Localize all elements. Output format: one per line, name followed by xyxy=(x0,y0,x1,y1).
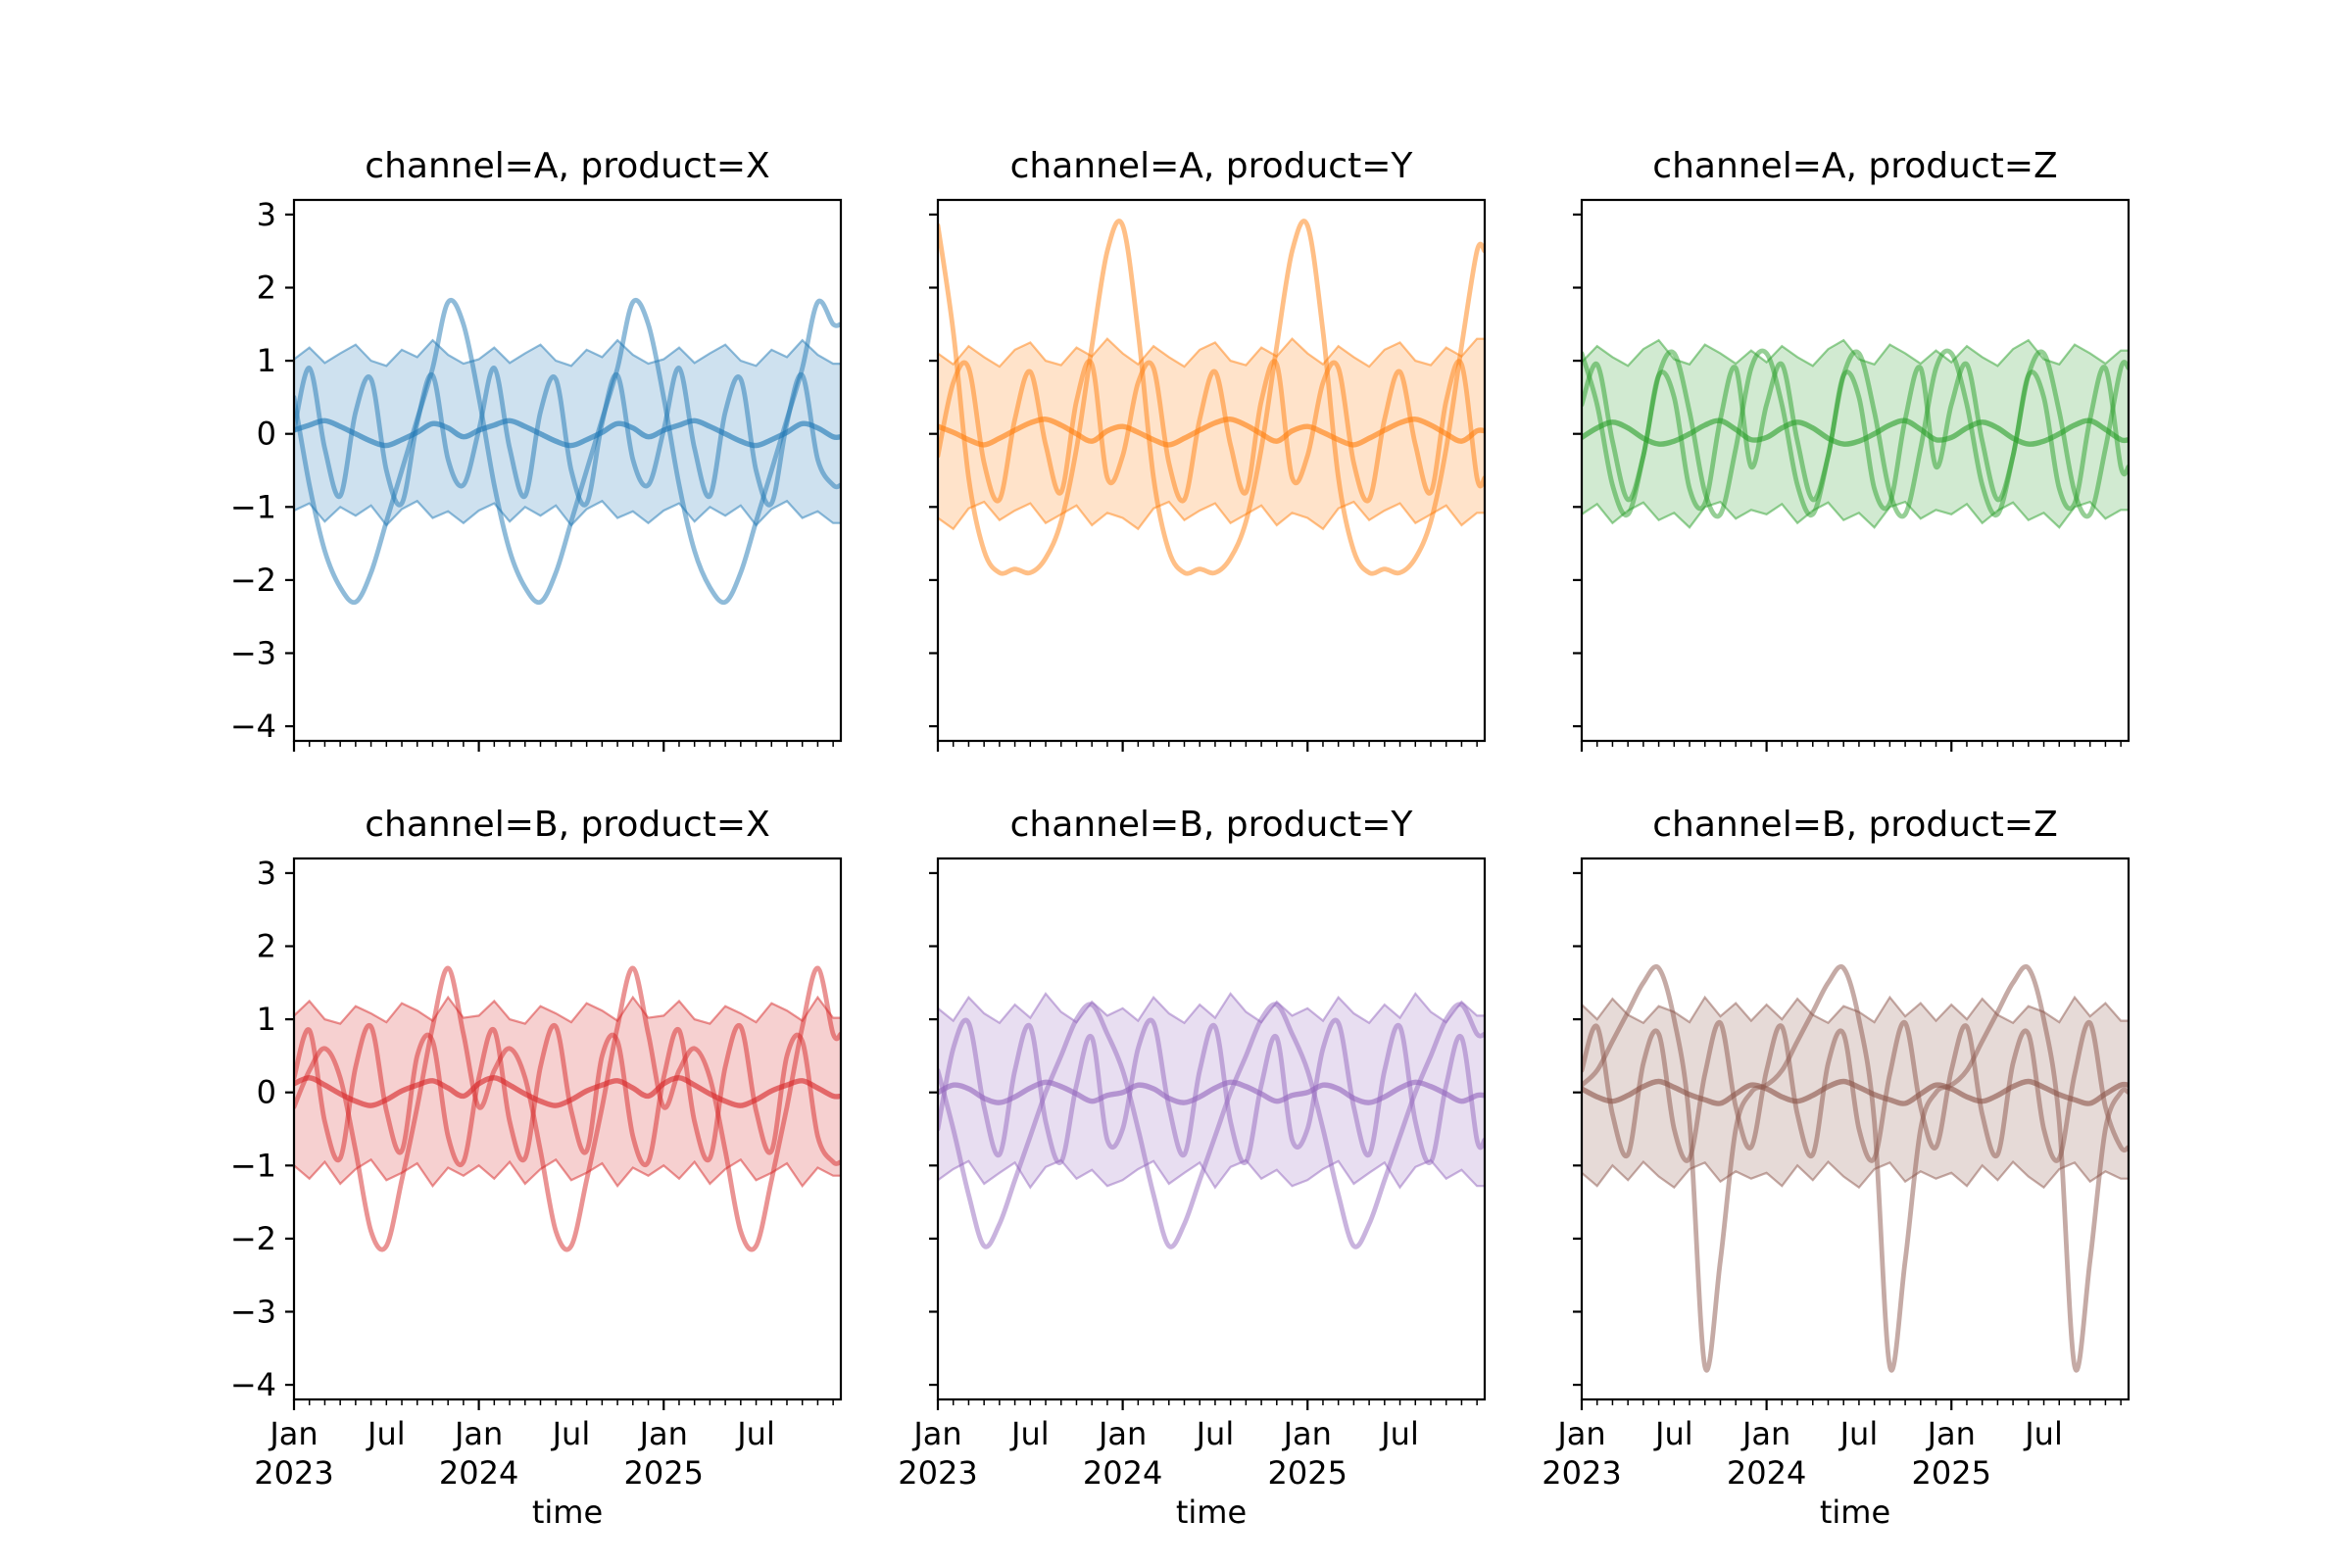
subplot-title: channel=B, product=X xyxy=(365,805,770,845)
y-tick-label: 1 xyxy=(257,342,276,379)
y-tick-label: −2 xyxy=(230,562,276,599)
plot-area-channel-A-product-Y xyxy=(929,198,1487,752)
series-uncertainty-band xyxy=(938,338,1485,529)
series-mean-line xyxy=(1582,417,2129,447)
series-mean-line xyxy=(1582,1078,2129,1106)
x-tick-label: Jan xyxy=(453,1415,503,1452)
x-axis-label: time xyxy=(1175,1494,1248,1531)
x-tick-year-label: 2023 xyxy=(1542,1454,1621,1492)
x-tick-year-label: 2023 xyxy=(898,1454,977,1492)
x-tick-label: Jan xyxy=(1555,1415,1605,1452)
series-uncertainty-band xyxy=(1582,340,2129,528)
x-tick-label: Jul xyxy=(2023,1415,2063,1452)
x-tick-label: Jul xyxy=(1653,1415,1693,1452)
series-band-upper-edge xyxy=(294,338,841,368)
y-tick-label: −3 xyxy=(230,1293,276,1330)
axes-frame xyxy=(1580,198,2131,743)
y-tick-label: 0 xyxy=(257,416,276,453)
y-tick-label: −4 xyxy=(230,1366,276,1403)
series-band-lower-edge xyxy=(1582,500,2129,529)
x-tick-label: Jul xyxy=(551,1415,591,1452)
plot-area-channel-A-product-X: 3 2 1 0 −1 −2 −3 −4 xyxy=(230,196,843,752)
series-band-lower-edge xyxy=(294,1157,841,1189)
subplot-title: channel=A, product=Z xyxy=(1652,146,2058,186)
y-tick-label: −1 xyxy=(230,1147,276,1184)
subplot-title: channel=A, product=Y xyxy=(1009,146,1413,186)
x-tick-label: Jul xyxy=(1009,1415,1050,1452)
x-tick-label: Jan xyxy=(1282,1415,1332,1452)
x-axis-label: time xyxy=(1819,1494,1891,1531)
axes-frame xyxy=(292,857,843,1401)
y-tick-label: 3 xyxy=(257,855,276,892)
subplot-title: channel=B, product=Y xyxy=(1009,805,1413,845)
series-seasonal-line xyxy=(938,1002,1485,1250)
subplot-channel-A-product-Z: channel=A, product=Z xyxy=(1573,147,2131,752)
series-band-lower-edge xyxy=(938,500,1485,531)
axes-frame xyxy=(292,198,843,743)
subplot-channel-B-product-Z: channel=B, product=Z Jan 2023 Jul Jan 2024 Ju… xyxy=(1542,806,2131,1531)
subplot-channel-A-product-Y: channel=A, product=Y xyxy=(929,147,1487,752)
x-tick-label: Jul xyxy=(1379,1415,1419,1452)
series-seasonal-line xyxy=(294,965,841,1252)
axes-frame xyxy=(936,198,1487,743)
series-mean-line xyxy=(938,416,1485,448)
axes-frame xyxy=(936,857,1487,1401)
y-tick-label: 2 xyxy=(257,270,276,307)
series-band-upper-edge xyxy=(938,337,1485,368)
series-seasonal-line xyxy=(1582,348,2129,519)
x-tick-label: Jan xyxy=(1097,1415,1147,1452)
subplot-title: channel=A, product=X xyxy=(365,146,770,186)
series-oscillation-line xyxy=(938,359,1485,504)
x-tick-label: Jan xyxy=(638,1415,688,1452)
x-tick-label: Jan xyxy=(268,1415,318,1452)
y-tick-label: −2 xyxy=(230,1220,276,1257)
x-tick-label: Jul xyxy=(1838,1415,1879,1452)
x-tick-label: Jan xyxy=(1926,1415,1976,1452)
plot-area-channel-A-product-Z xyxy=(1573,198,2131,752)
x-tick-year-label: 2025 xyxy=(624,1454,704,1492)
subplot-channel-B-product-X: channel=B, product=X 3 2 1 0 −1 −2 −3 −4 Jan 2023… xyxy=(230,806,843,1531)
y-tick-label: −4 xyxy=(230,708,276,745)
subplot-title: channel=B, product=Z xyxy=(1652,805,2058,845)
series-oscillation-line xyxy=(1582,1019,2129,1163)
series-mean-line xyxy=(294,417,841,449)
x-tick-label: Jul xyxy=(1195,1415,1235,1452)
subplot-channel-B-product-Y: channel=B, product=Y Jan 2023 Jul Jan 2024 Ju… xyxy=(898,806,1487,1531)
y-tick-label: −1 xyxy=(230,488,276,525)
series-band-upper-edge xyxy=(1582,338,2129,368)
y-tick-label: 3 xyxy=(257,196,276,233)
series-mean-line xyxy=(938,1079,1485,1105)
x-tick-label: Jul xyxy=(735,1415,775,1452)
x-tick-year-label: 2023 xyxy=(254,1454,333,1492)
x-tick-year-label: 2025 xyxy=(1268,1454,1348,1492)
series-band-upper-edge xyxy=(294,995,841,1025)
y-tick-label: 1 xyxy=(257,1001,276,1038)
series-mean-line xyxy=(294,1075,841,1108)
x-tick-label: Jan xyxy=(1740,1415,1790,1452)
x-tick-label: Jul xyxy=(366,1415,406,1452)
x-tick-label: Jan xyxy=(911,1415,961,1452)
y-tick-label: 2 xyxy=(257,928,276,965)
subplot-channel-A-product-X: channel=A, product=X 3 2 1 0 −1 −2 −3 −4 xyxy=(230,147,843,752)
x-tick-year-label: 2024 xyxy=(439,1454,518,1492)
y-tick-label: −3 xyxy=(230,634,276,671)
series-band-lower-edge xyxy=(938,1158,1485,1190)
series-seasonal-line xyxy=(294,298,841,606)
y-tick-label: 0 xyxy=(257,1074,276,1111)
x-tick-year-label: 2025 xyxy=(1912,1454,1991,1492)
series-band-upper-edge xyxy=(938,992,1485,1025)
series-oscillation-line xyxy=(1582,361,2129,512)
x-tick-year-label: 2024 xyxy=(1727,1454,1806,1492)
series-oscillation-line xyxy=(938,1017,1485,1165)
series-seasonal-line xyxy=(938,219,1485,576)
x-tick-year-label: 2024 xyxy=(1083,1454,1162,1492)
axes-frame xyxy=(1580,857,2131,1401)
series-oscillation-line xyxy=(294,366,841,508)
x-axis-label: time xyxy=(531,1494,604,1531)
series-band-lower-edge xyxy=(1582,1159,2129,1190)
